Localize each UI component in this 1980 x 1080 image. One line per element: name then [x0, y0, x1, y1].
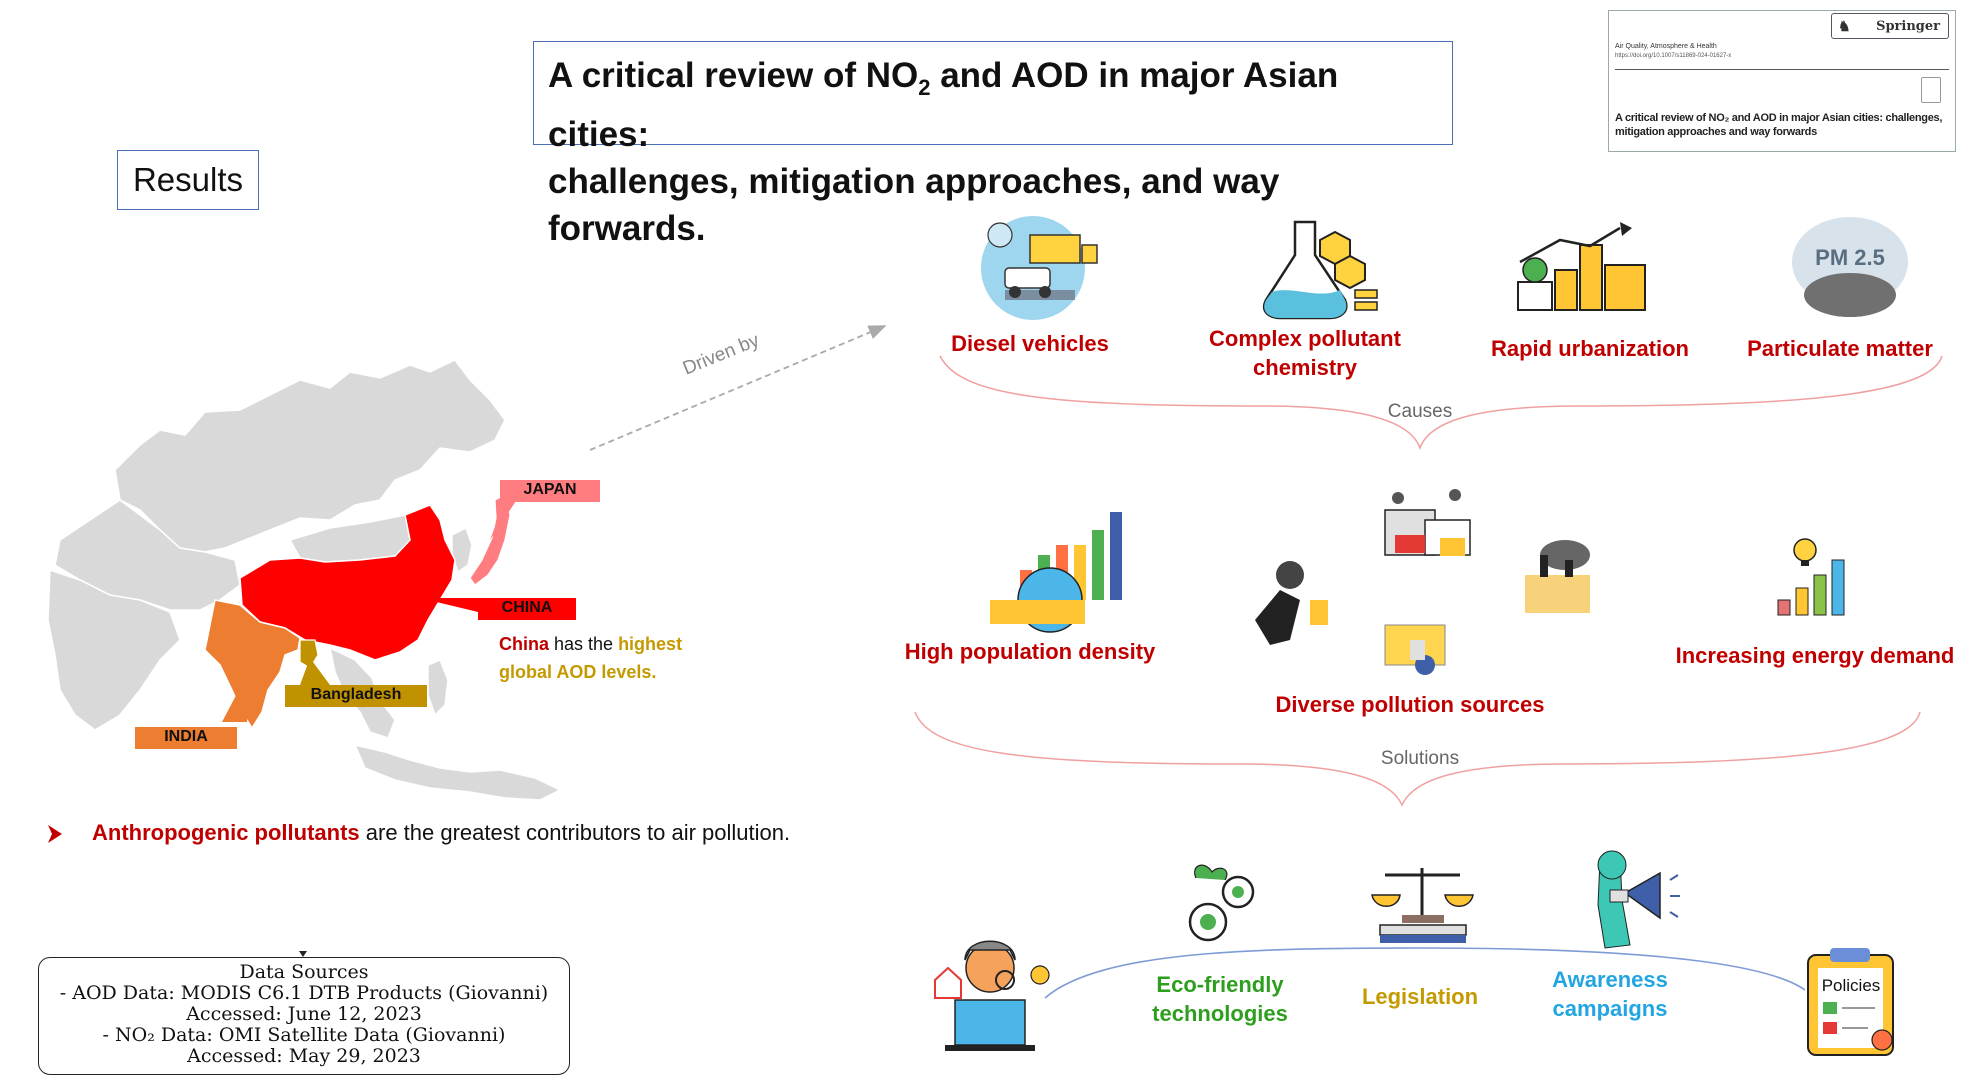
- check-updates-icon: [1921, 77, 1941, 103]
- title-subscript: 2: [918, 75, 931, 100]
- paper-thumb-title: A critical review of NO₂ and AOD in majo…: [1615, 112, 1943, 138]
- driver-energy-demand: Increasing energy demand: [1675, 643, 1955, 668]
- philippines-region: [427, 659, 449, 717]
- sources-heading: Data Sources: [239, 961, 369, 983]
- middle-east-region: [47, 568, 181, 731]
- solutions-label: Solutions: [1380, 748, 1460, 769]
- eco-gears-icon: [1188, 864, 1255, 942]
- paper-title: A critical review of NO2 and AOD in majo…: [533, 41, 1453, 248]
- cause-diesel-vehicles: Diesel vehicles: [951, 331, 1109, 356]
- title-line2: challenges, mitigation approaches, and w…: [548, 162, 1280, 248]
- urbanization-icon: [1517, 222, 1646, 311]
- journal-name: Air Quality, Atmosphere & Health: [1615, 43, 1717, 50]
- policies-clipboard-icon: [1807, 948, 1894, 1056]
- asia-map: [47, 359, 562, 801]
- sources-pointer-icon: [299, 951, 307, 957]
- driver-diverse-sources: Diverse pollution sources: [1275, 692, 1545, 717]
- solution-eco-friendly: Eco-friendly technologies: [1152, 972, 1288, 1026]
- megaphone-icon: [1597, 850, 1680, 949]
- pm25-cloud-icon: PM 2.5: [1792, 217, 1908, 317]
- sources-aod: - AOD Data: MODIS C6.1 DTB Products (Gio…: [59, 982, 549, 1004]
- legislation-scale-icon: [1371, 868, 1474, 943]
- sources-no2: - NO₂ Data: OMI Satellite Data (Giovanni…: [102, 1024, 506, 1046]
- paper-doi: https://doi.org/10.1007/s11869-024-01627…: [1615, 53, 1732, 59]
- solutions-brace: [914, 711, 1921, 807]
- russia-region: [114, 359, 506, 553]
- title-part2: and AOD in major Asian cities:: [548, 56, 1339, 154]
- cause-urbanization: Rapid urbanization: [1491, 336, 1689, 361]
- springer-logo: ♞ Springer: [1831, 13, 1949, 39]
- policies-label: Policies: [1821, 976, 1881, 995]
- paper-thumbnail: ♞ Springer Air Quality, Atmosphere & Heal…: [1608, 10, 1956, 152]
- china-note: China has the highest global AOD levels.: [499, 634, 683, 682]
- india-callout-pointer: [222, 665, 252, 722]
- data-sources-box: Data Sources - AOD Data: MODIS C6.1 DTB …: [38, 957, 570, 1075]
- sources-aod-accessed: Accessed: June 12, 2023: [186, 1003, 422, 1025]
- key-finding-bullet: Anthropogenic pollutants are the greates…: [92, 820, 791, 845]
- cause-pollutant-chemistry: Complex pollutant chemistry: [1209, 326, 1401, 380]
- china-callout-pointer: [420, 598, 478, 612]
- india-label: INDIA: [164, 728, 208, 745]
- person-laptop-icon: [934, 940, 1050, 1051]
- solution-awareness: Awareness campaigns: [1552, 967, 1668, 1021]
- population-density-icon: [990, 512, 1122, 633]
- india-shape: [204, 599, 301, 730]
- divider: [1615, 69, 1949, 70]
- solutions-arc: [1044, 947, 1806, 999]
- india-callout: [135, 727, 237, 749]
- diverse-pollution-icon: [1255, 489, 1590, 675]
- diesel-vehicles-icon: [981, 216, 1098, 320]
- cause-particulate-matter: Particulate matter: [1747, 336, 1933, 361]
- bangladesh-callout: [285, 685, 427, 707]
- japan-callout-pointer: [490, 498, 518, 540]
- sources-no2-accessed: Accessed: May 29, 2023: [187, 1045, 421, 1067]
- china-callout: [478, 598, 576, 620]
- chemistry-flask-icon: [1263, 220, 1378, 320]
- solution-legislation: Legislation: [1361, 984, 1479, 1009]
- china-label: CHINA: [501, 599, 553, 616]
- causes-brace: [939, 355, 1943, 451]
- causes-label: Causes: [1387, 401, 1453, 422]
- springer-horse-icon: ♞: [1838, 19, 1851, 35]
- bullet-arrow-icon: [48, 825, 62, 843]
- japan-label: JAPAN: [523, 481, 577, 498]
- bangladesh-label: Bangladesh: [310, 686, 402, 703]
- energy-demand-icon: [1777, 538, 1845, 616]
- japan-callout: [500, 480, 600, 502]
- indonesia-region: [353, 743, 562, 801]
- korea-region: [451, 526, 473, 574]
- pm25-text: PM 2.5: [1815, 245, 1885, 270]
- bangladesh-shape: [299, 639, 319, 669]
- driver-population-density: High population density: [904, 639, 1156, 664]
- results-label: Results: [117, 150, 259, 210]
- title-part1: A critical review of NO: [548, 56, 919, 95]
- bangladesh-callout-pointer: [300, 658, 330, 685]
- publisher-name: Springer: [1876, 19, 1940, 34]
- driven-by-arrow: [589, 325, 887, 451]
